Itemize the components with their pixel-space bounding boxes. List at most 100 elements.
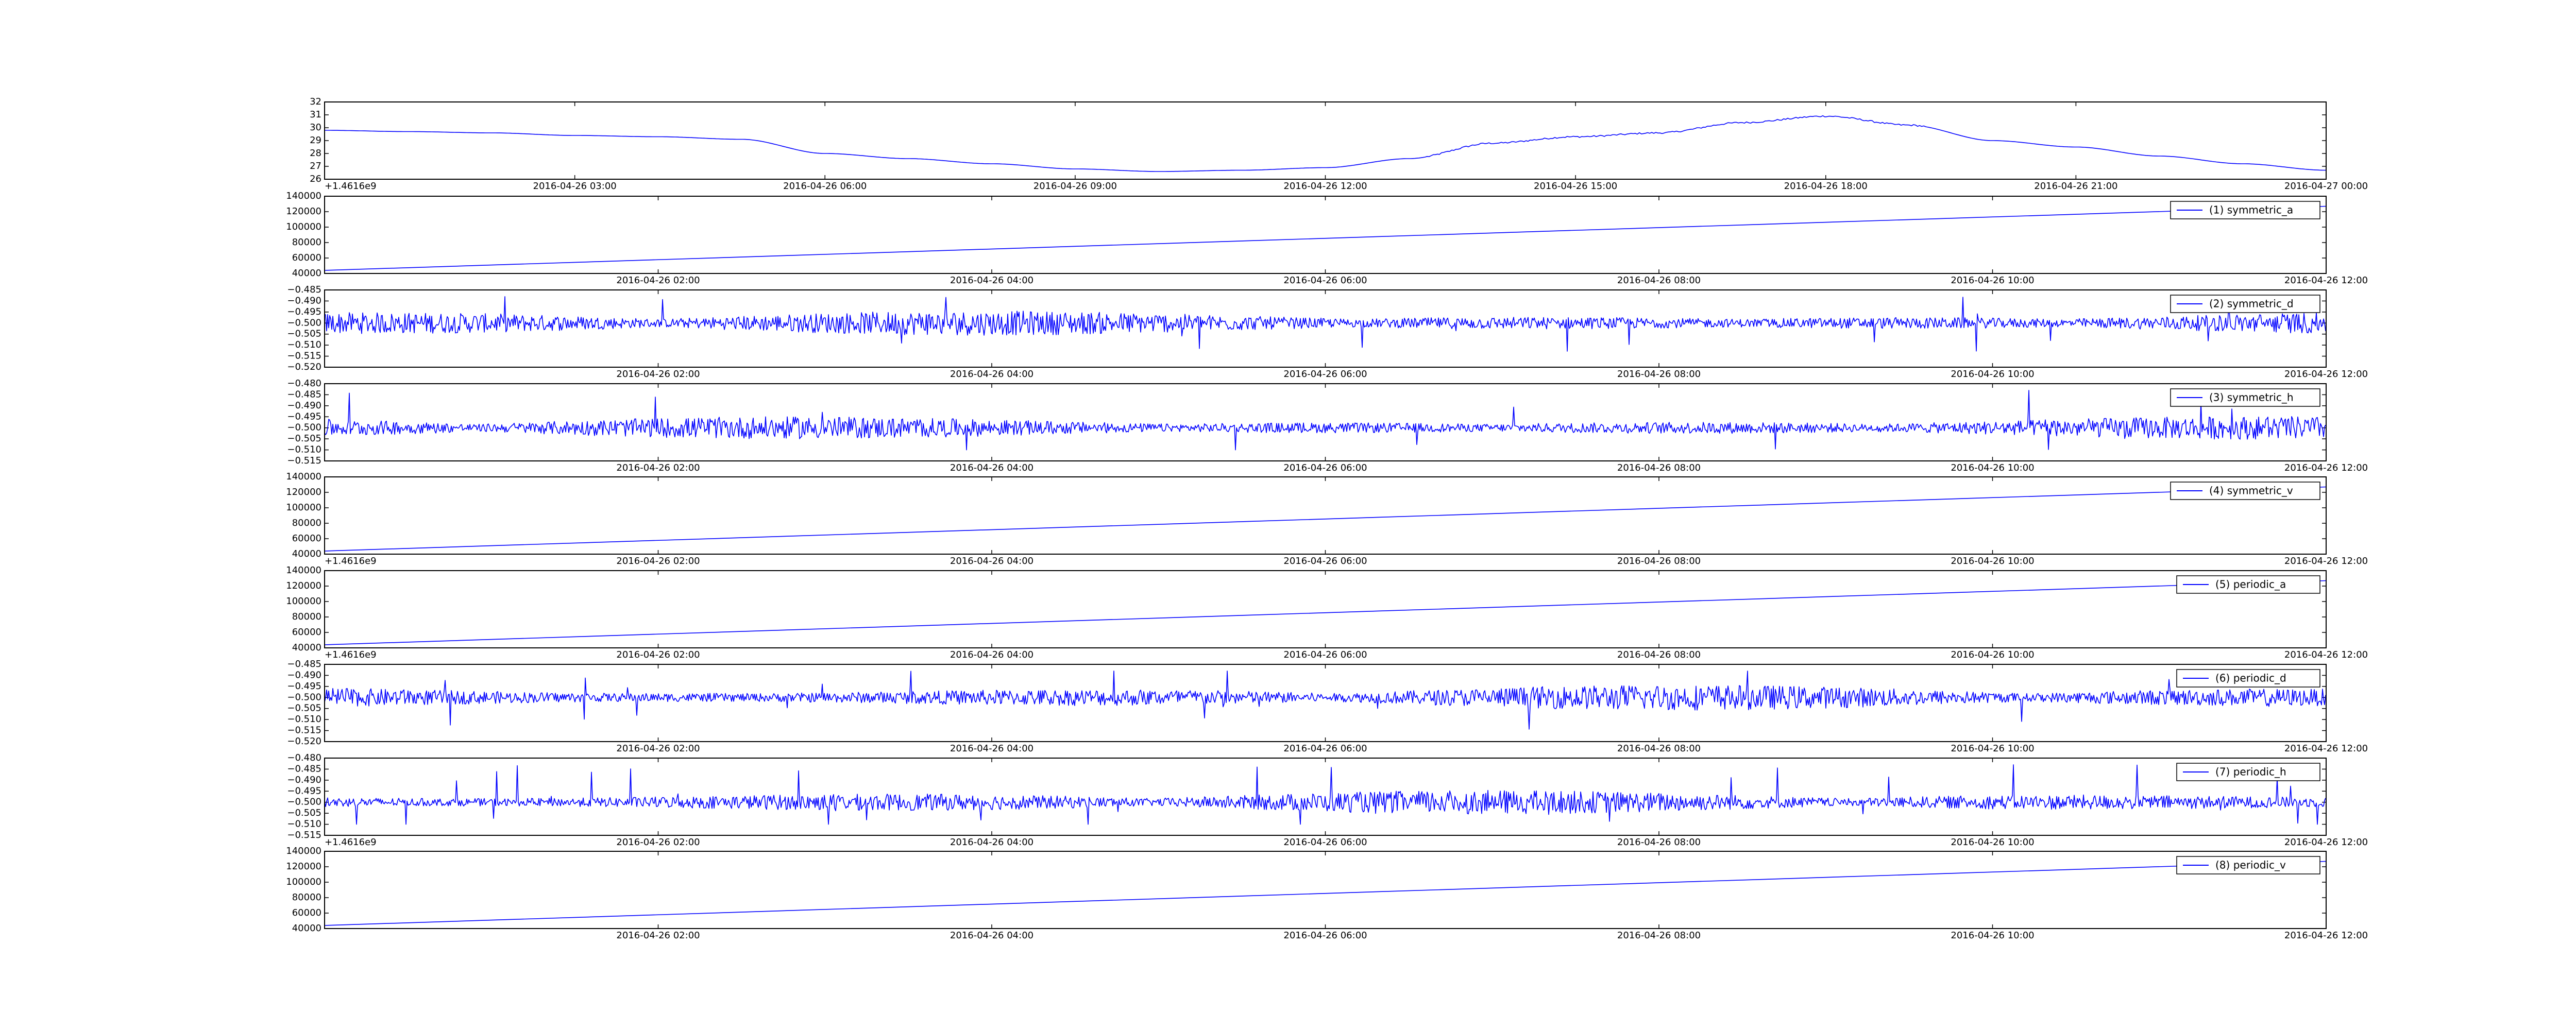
y-tick-label: 26 <box>310 174 321 184</box>
y-tick-label: −0.485 <box>287 389 321 400</box>
subplot-2: 40000 60000 80000 100000 120000 140000 2016-04… <box>286 191 2368 286</box>
x-tick-label: 2016-04-26 06:00 <box>1283 462 1367 473</box>
series-line <box>325 115 2326 172</box>
y-tick-label: 140000 <box>286 565 321 576</box>
x-tick-label: 2016-04-26 02:00 <box>616 462 700 473</box>
legend-label: (5) periodic_a <box>2215 578 2286 591</box>
legend: (8) periodic_v <box>2176 856 2320 874</box>
y-tick-label: 28 <box>310 148 321 159</box>
x-tick-label: 2016-04-26 10:00 <box>1951 369 2034 380</box>
y-tick-label: −0.510 <box>287 819 321 830</box>
x-tick-label: 2016-04-26 02:00 <box>616 743 700 754</box>
subplot-5: 40000 60000 80000 100000 120000 140000 2016-04… <box>286 471 2368 566</box>
axes-frame <box>324 476 2327 555</box>
y-tick-label: −0.480 <box>287 378 321 389</box>
legend: (1) symmetric_a <box>2170 201 2320 219</box>
x-tick-label: 2016-04-26 12:00 <box>2284 462 2368 473</box>
y-tick-label: −0.520 <box>287 362 321 372</box>
x-tick-label: 2016-04-26 04:00 <box>950 369 1033 380</box>
y-tick-label: 80000 <box>292 892 321 903</box>
x-tick-label: 2016-04-26 12:00 <box>1283 181 1367 192</box>
y-tick-label: 60000 <box>292 533 321 544</box>
y-tick-label: −0.485 <box>287 284 321 295</box>
axes-frame <box>324 289 2327 368</box>
axes-frame <box>324 196 2327 274</box>
x-tick-label: 2016-04-26 02:00 <box>616 369 700 380</box>
x-tick-label: 2016-04-26 04:00 <box>950 837 1033 848</box>
y-tick-label: −0.520 <box>287 736 321 747</box>
y-tick-label: −0.510 <box>287 714 321 725</box>
y-tick-label: 80000 <box>292 237 321 248</box>
y-tick-label: 100000 <box>286 877 321 887</box>
y-tick-label: −0.500 <box>287 317 321 328</box>
x-tick-label: 2016-04-26 06:00 <box>1283 930 1367 941</box>
x-tick-label: 2016-04-26 08:00 <box>1617 556 1701 566</box>
x-tick-label: 2016-04-26 08:00 <box>1617 462 1701 473</box>
y-tick-label: −0.495 <box>287 306 321 317</box>
x-tick-label: 2016-04-26 04:00 <box>950 930 1033 941</box>
y-tick-label: 31 <box>310 109 321 120</box>
subplot-9: 40000 60000 80000 100000 120000 140000 2016-04… <box>286 846 2368 941</box>
series-line <box>324 671 2326 730</box>
y-tick-label: 140000 <box>286 471 321 482</box>
subplot-4: −0.515−0.510−0.505−0.500−0.495−0.490−0.4… <box>287 378 2368 473</box>
subplot-6: 40000 60000 80000 100000 120000 140000 2016-04… <box>286 565 2368 660</box>
legend-label: (1) symmetric_a <box>2209 204 2293 216</box>
x-tick-label: 2016-04-26 02:00 <box>616 837 700 848</box>
x-tick-label: 2016-04-26 15:00 <box>1534 181 1617 192</box>
y-tick-label: 60000 <box>292 627 321 638</box>
x-tick-label: 2016-04-26 08:00 <box>1617 275 1701 286</box>
x-offset-label: +1.4616e9 <box>325 556 377 566</box>
y-tick-label: −0.505 <box>287 433 321 444</box>
y-tick-label: 40000 <box>292 923 321 934</box>
x-tick-label: 2016-04-26 06:00 <box>1283 837 1367 848</box>
y-tick-label: −0.495 <box>287 785 321 796</box>
y-tick-label: −0.510 <box>287 444 321 455</box>
y-tick-label: 120000 <box>286 861 321 872</box>
x-tick-label: 2016-04-26 04:00 <box>950 649 1033 660</box>
x-tick-label: 2016-04-27 00:00 <box>2284 181 2368 192</box>
x-tick-label: 2016-04-26 12:00 <box>2284 930 2368 941</box>
x-tick-label: 2016-04-26 12:00 <box>2284 743 2368 754</box>
x-tick-label: 2016-04-26 08:00 <box>1617 837 1701 848</box>
subplot-1: 26 27 28 29 30 31 32 2016-04-26 03:00 2016-04-26… <box>310 96 2368 192</box>
y-tick-label: −0.500 <box>287 692 321 702</box>
x-tick-label: 2016-04-26 10:00 <box>1951 649 2034 660</box>
y-tick-label: 100000 <box>286 502 321 513</box>
x-tick-label: 2016-04-26 10:00 <box>1951 275 2034 286</box>
x-tick-label: 2016-04-26 02:00 <box>616 649 700 660</box>
y-tick-label: −0.515 <box>287 830 321 840</box>
axes-frame <box>324 101 2327 180</box>
y-tick-label: −0.480 <box>287 752 321 763</box>
y-tick-label: 100000 <box>286 221 321 232</box>
subplot-3: −0.520−0.515−0.510−0.505−0.500−0.495−0.4… <box>287 284 2368 380</box>
y-tick-label: 120000 <box>286 206 321 217</box>
x-tick-label: 2016-04-26 03:00 <box>533 181 617 192</box>
legend: (7) periodic_h <box>2176 763 2320 781</box>
x-tick-label: 2016-04-26 21:00 <box>2034 181 2117 192</box>
x-tick-label: 2016-04-26 06:00 <box>1283 369 1367 380</box>
x-tick-label: 2016-04-26 04:00 <box>950 556 1033 566</box>
legend: (6) periodic_d <box>2176 669 2320 688</box>
y-tick-label: −0.495 <box>287 681 321 692</box>
x-tick-label: 2016-04-26 10:00 <box>1951 837 2034 848</box>
legend-label: (4) symmetric_v <box>2209 485 2293 497</box>
y-tick-label: −0.485 <box>287 763 321 774</box>
subplot-7: −0.520−0.515−0.510−0.505−0.500−0.495−0.4… <box>287 659 2368 754</box>
x-offset-label: +1.4616e9 <box>325 181 377 192</box>
axes-frame <box>324 664 2327 742</box>
legend-label: (8) periodic_v <box>2215 859 2286 871</box>
x-tick-label: 2016-04-26 08:00 <box>1617 743 1701 754</box>
x-tick-label: 2016-04-26 08:00 <box>1617 369 1701 380</box>
legend-label: (7) periodic_h <box>2215 766 2286 778</box>
y-tick-label: 40000 <box>292 642 321 653</box>
y-tick-label: −0.515 <box>287 351 321 362</box>
x-tick-label: 2016-04-26 04:00 <box>950 743 1033 754</box>
y-tick-label: 120000 <box>286 487 321 497</box>
x-tick-label: 2016-04-26 06:00 <box>1283 275 1367 286</box>
y-tick-label: 32 <box>310 96 321 107</box>
x-tick-label: 2016-04-26 10:00 <box>1951 743 2034 754</box>
series-line <box>324 390 2326 451</box>
y-tick-label: 27 <box>310 161 321 171</box>
